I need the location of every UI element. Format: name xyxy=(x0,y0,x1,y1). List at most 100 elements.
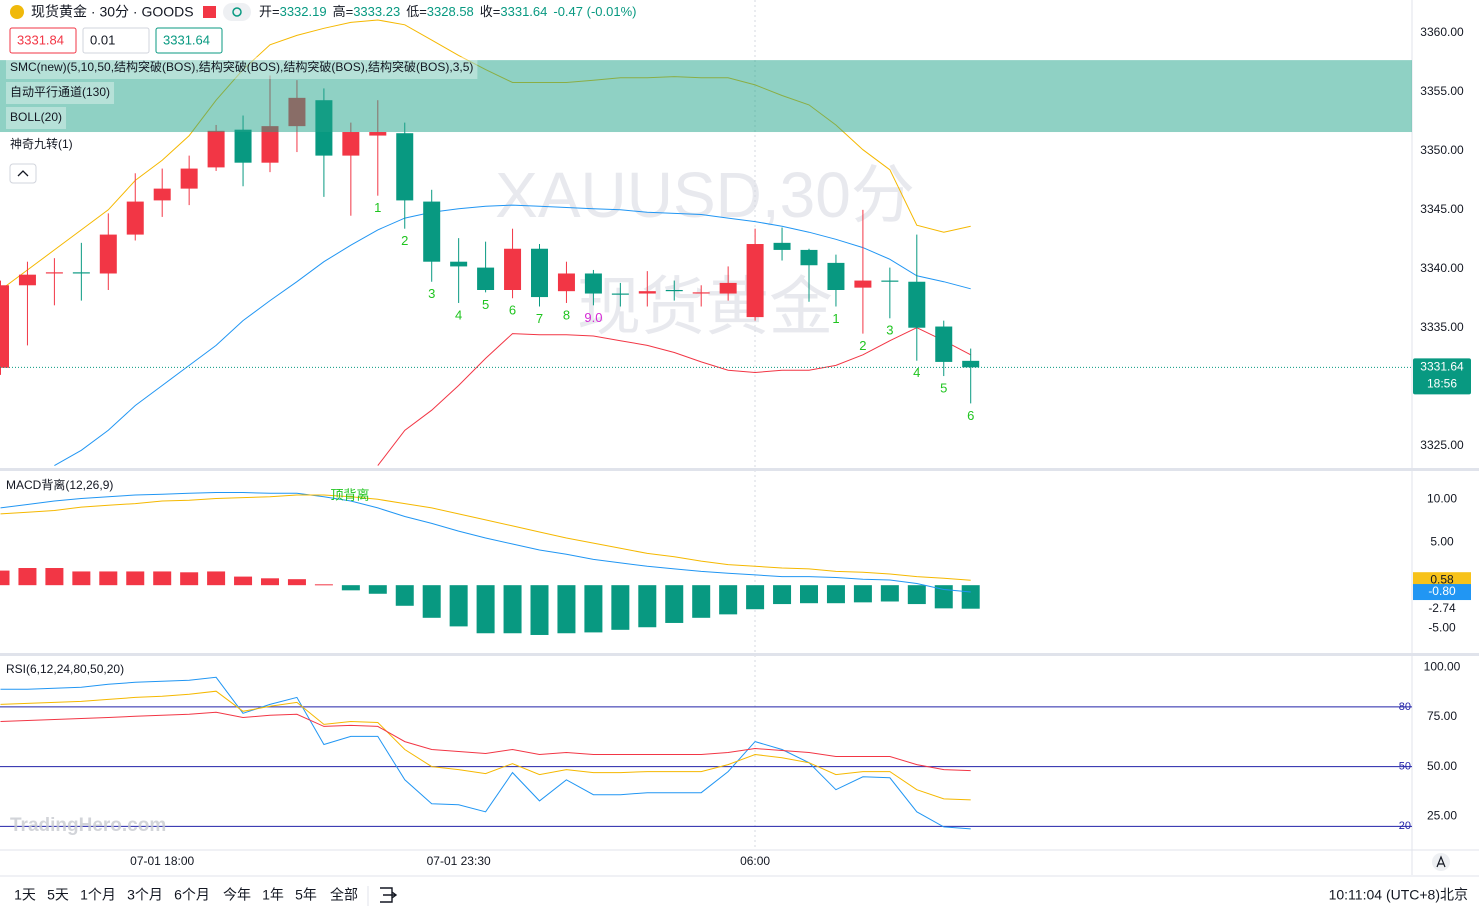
y-tick-label: 5.00 xyxy=(1430,534,1454,548)
candle-body xyxy=(665,289,683,292)
macd-bar xyxy=(314,584,333,586)
macd-bar xyxy=(368,585,387,594)
order-buy: 3331.64 xyxy=(163,32,210,47)
indicator-line xyxy=(0,690,971,801)
ohlc-value: 3331.64 xyxy=(500,4,547,19)
range-button[interactable]: 1天 xyxy=(14,887,36,903)
indicator-line xyxy=(0,711,971,772)
macd-bar xyxy=(449,585,468,627)
td-count: 7 xyxy=(536,311,543,326)
indicator-label-bg xyxy=(6,57,478,79)
td-count: 4 xyxy=(913,365,920,380)
range-button[interactable]: 1个月 xyxy=(80,887,116,903)
candle-body xyxy=(827,262,845,290)
candle-body xyxy=(126,201,144,235)
macd-bar xyxy=(99,571,118,586)
indicator-label-bg xyxy=(6,82,115,104)
td-count: 5 xyxy=(482,297,489,312)
range-button[interactable]: 6个月 xyxy=(174,887,210,903)
candle-body xyxy=(584,273,602,294)
order-box-sell[interactable] xyxy=(9,27,77,54)
range-button[interactable]: 1年 xyxy=(262,887,284,903)
pane-title: RSI(6,12,24,80,50,20) xyxy=(6,662,124,676)
macd-bar xyxy=(503,585,522,634)
ohlc-readout: 开=3332.19 高=3333.23 低=3328.58 收=3331.64 -0.4… xyxy=(259,4,636,19)
td-count: 3 xyxy=(428,286,435,301)
td-count: 5 xyxy=(940,380,947,395)
candle-body xyxy=(908,281,926,328)
order-sell: 3331.84 xyxy=(17,32,64,47)
td-count: 2 xyxy=(401,233,408,248)
ohlc-key: 开= xyxy=(259,4,280,19)
collapse-button[interactable] xyxy=(9,163,37,184)
range-button[interactable]: 5天 xyxy=(47,887,69,903)
candle-body xyxy=(45,272,63,274)
y-tick-label: 3325.00 xyxy=(1420,438,1464,452)
clock: 10:11:04 (UTC+8)北京 xyxy=(1329,887,1468,903)
td-count: 6 xyxy=(967,408,974,423)
replay-icon[interactable] xyxy=(380,887,398,903)
macd-bar xyxy=(934,585,953,609)
candle-body xyxy=(504,248,522,290)
macd-bar xyxy=(126,571,145,586)
range-button[interactable]: 5年 xyxy=(295,887,317,903)
td-count: 8 xyxy=(563,307,570,322)
ohlc-value: 3328.58 xyxy=(427,4,474,19)
candle-body xyxy=(396,133,414,201)
y-tick-label: 3340.00 xyxy=(1420,261,1464,275)
x-tick-label: 07-01 23:30 xyxy=(427,854,491,868)
range-button[interactable]: 3个月 xyxy=(127,887,163,903)
ohlc-key: 收= xyxy=(480,4,501,19)
y-tick-label: 75.00 xyxy=(1427,709,1457,723)
indicator-label: 自动平行通道(130) xyxy=(10,85,110,99)
candle-body xyxy=(773,242,791,250)
symbol-title: 现货黄金 · 30分 · GOODS xyxy=(31,4,194,20)
indicator-line xyxy=(0,494,971,581)
macd-bar xyxy=(692,585,711,618)
order-qty: 0.01 xyxy=(90,32,115,47)
candle-body xyxy=(557,273,575,292)
candle-body xyxy=(638,291,656,294)
order-box-buy[interactable] xyxy=(155,27,223,54)
pane-title: MACD背离(12,26,9) xyxy=(6,477,113,492)
candle-body xyxy=(531,248,548,298)
x-tick-label: 07-01 18:00 xyxy=(130,854,194,868)
indicator-label: BOLL(20) xyxy=(10,110,62,124)
axis-tag xyxy=(1413,584,1471,601)
candle-body xyxy=(72,272,90,274)
candle-body xyxy=(719,282,737,294)
symbol-icon xyxy=(10,5,24,19)
range-button[interactable]: 全部 xyxy=(330,887,358,903)
y-tick-label: 50.00 xyxy=(1427,759,1457,773)
td-count: 6 xyxy=(509,303,516,318)
macd-bar xyxy=(907,585,926,605)
td-count: 3 xyxy=(886,323,893,338)
macd-bar xyxy=(341,585,360,591)
countdown-label: 18:56 xyxy=(1427,376,1457,390)
candle-body xyxy=(962,360,980,368)
macd-bar xyxy=(853,585,872,603)
candle-body xyxy=(261,126,279,163)
divergence-label: 顶背离 xyxy=(330,487,369,502)
brand-watermark: TradingHero.com xyxy=(10,815,166,836)
watermark: 现货黄金 xyxy=(577,271,833,343)
candle-body xyxy=(935,326,953,362)
candle-body xyxy=(369,132,387,136)
candle-body xyxy=(99,234,117,274)
auto-scale-button[interactable] xyxy=(1432,853,1450,871)
macd-bar xyxy=(0,570,10,586)
macd-bar xyxy=(961,585,980,609)
macd-bar xyxy=(207,571,226,586)
candle-body xyxy=(800,249,818,266)
last-price-label: 3331.64 xyxy=(1420,359,1464,373)
range-button[interactable]: 今年 xyxy=(223,887,251,903)
visibility-toggle[interactable] xyxy=(223,3,251,21)
eye-icon xyxy=(232,7,242,17)
order-box-qty[interactable] xyxy=(82,27,150,54)
flag-icon xyxy=(203,6,216,18)
macd-bar xyxy=(476,585,495,634)
macd-bar xyxy=(530,585,549,635)
axis-tag-label: -0.80 xyxy=(1428,584,1456,598)
macd-bar xyxy=(638,585,657,628)
